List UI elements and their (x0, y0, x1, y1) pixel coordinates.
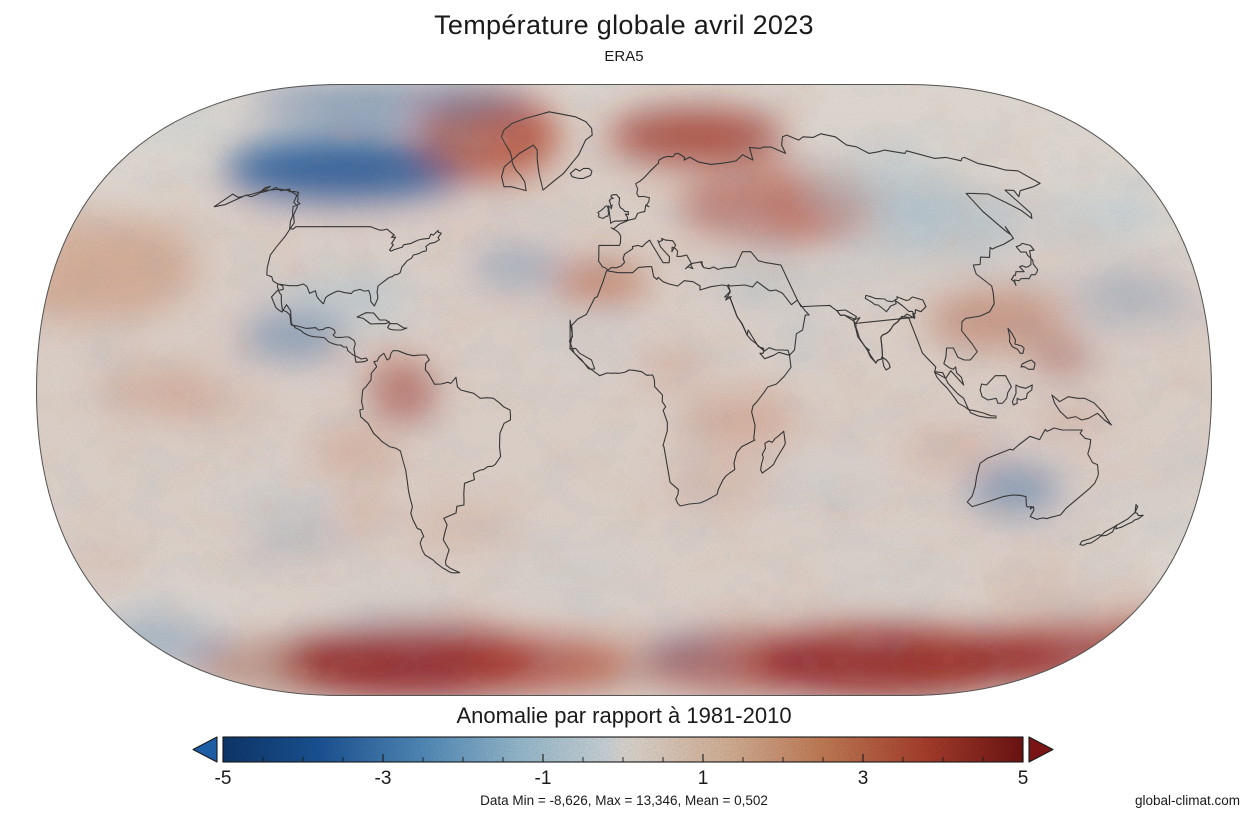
svg-text:5: 5 (1018, 768, 1029, 789)
svg-text:-3: -3 (375, 768, 392, 789)
svg-text:3: 3 (858, 768, 869, 789)
svg-text:-1: -1 (535, 768, 552, 789)
svg-text:1: 1 (698, 768, 709, 789)
svg-text:-5: -5 (215, 768, 232, 789)
